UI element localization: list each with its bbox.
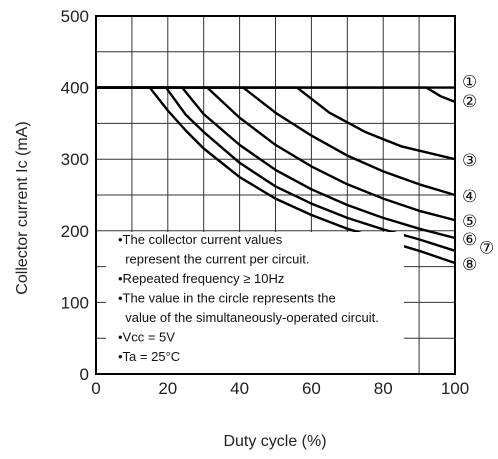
note-line: value of the simultaneously-operated cir… [118, 310, 379, 325]
notes-box [106, 232, 404, 382]
x-axis-title: Duty cycle (%) [223, 433, 326, 450]
circle-label-3: ③ [462, 151, 477, 171]
x-tick-label: 100 [441, 379, 469, 398]
y-tick-label: 300 [61, 150, 89, 169]
x-tick-label: 80 [374, 379, 393, 398]
y-tick-label: 200 [61, 222, 89, 241]
curve-3 [96, 86, 456, 161]
notes: •The collector current values represent … [118, 232, 379, 364]
circle-label-5: ⑤ [462, 212, 477, 232]
x-tick-labels: 0 20 40 60 80 100 [91, 379, 469, 398]
curve-6 [96, 86, 456, 240]
note-line: •The collector current values [118, 232, 283, 247]
x-tick-label: 40 [230, 379, 249, 398]
plot-frame [95, 15, 456, 375]
y-tick-label: 500 [61, 7, 89, 26]
note-line: •Vcc = 5V [118, 330, 175, 345]
circle-label-2: ② [462, 92, 477, 112]
note-line: •The value in the circle represents the [118, 291, 336, 306]
curve-5 [96, 86, 456, 222]
circle-label-8: ⑧ [462, 255, 477, 275]
circle-label-4: ④ [462, 187, 477, 207]
curve-circle-labels: ①② ③ ④ ⑤⑥ ⑦⑧ [462, 72, 494, 275]
y-tick-label: 0 [80, 365, 89, 384]
y-tick-label: 400 [61, 79, 89, 98]
plot-border [95, 15, 456, 375]
circle-label-6: ⑥ [462, 230, 477, 250]
circle-label-1: ① [462, 72, 477, 92]
y-axis-title: Collector current Ic (mA) [14, 121, 31, 294]
x-tick-label: 60 [302, 379, 321, 398]
note-line: •Ta = 25°C [118, 349, 180, 364]
y-tick-label: 100 [61, 293, 89, 312]
notes-background [106, 232, 404, 382]
circle-label-7: ⑦ [479, 239, 494, 259]
note-line: represent the current per circuit. [118, 252, 309, 267]
x-tick-label: 0 [91, 379, 100, 398]
y-tick-labels: 0 100 200 300 400 500 [61, 7, 89, 384]
x-tick-label: 20 [158, 379, 177, 398]
curve-4 [96, 86, 456, 197]
note-line: •Repeated frequency ≥ 10Hz [118, 271, 284, 286]
